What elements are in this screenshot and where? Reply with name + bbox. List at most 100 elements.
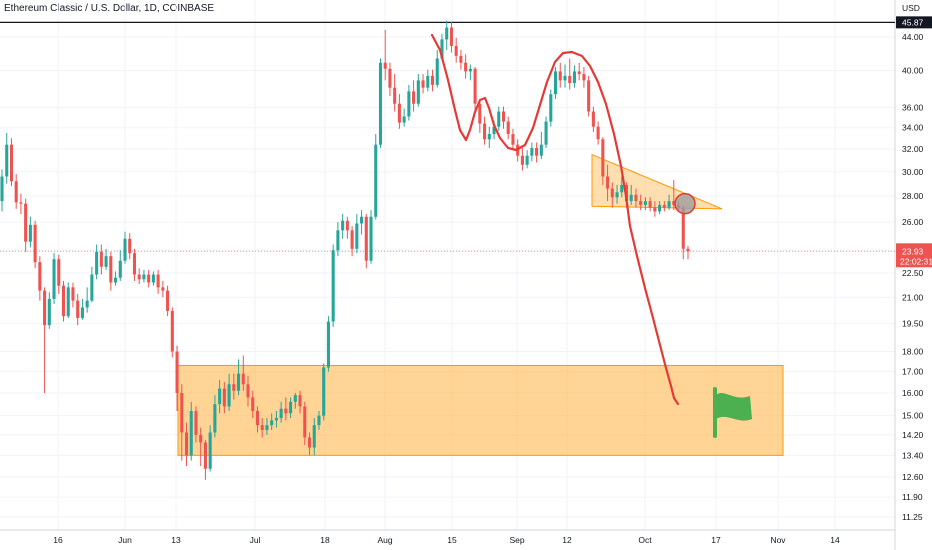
candle-body [582, 74, 586, 81]
candle-body [473, 68, 477, 104]
candle-body [170, 310, 174, 352]
breakdown-circle-marker [674, 192, 696, 215]
candle-body [85, 300, 89, 308]
candle-body [326, 321, 330, 368]
candle-body [596, 126, 600, 140]
candle-body [260, 425, 264, 431]
candle-body [667, 201, 671, 208]
candle-body [184, 432, 189, 456]
candle-body [468, 68, 472, 72]
y-tick-label: 16.00 [902, 388, 924, 398]
y-tick-label: 40.00 [902, 66, 924, 76]
candle-body [639, 201, 643, 205]
candle-body [109, 256, 113, 283]
candle-body [393, 87, 397, 104]
candle-body [33, 224, 37, 263]
candle-body [430, 75, 435, 85]
x-tick-label: 17 [711, 535, 721, 545]
candle-body [620, 184, 624, 193]
candle-body [407, 91, 411, 117]
candle-body [317, 415, 321, 426]
y-tick-label: 21.00 [902, 292, 924, 302]
candle-body [478, 103, 482, 124]
y-tick-label: 30.00 [902, 167, 924, 177]
candle-body [672, 201, 676, 205]
candle-body [615, 192, 619, 198]
y-tick-label: 44.00 [902, 32, 924, 42]
candle-body [270, 420, 274, 426]
candle-body [397, 103, 401, 123]
candle-body [43, 290, 47, 326]
candle-body [24, 203, 28, 242]
candle-body [530, 147, 534, 156]
candle-body [161, 287, 165, 291]
candle-body [128, 238, 132, 254]
candle-body [383, 62, 387, 69]
candle-body [322, 367, 326, 416]
candle-body [147, 274, 151, 283]
candle-body [369, 216, 373, 261]
candle-body [251, 397, 255, 411]
candle-body [553, 71, 558, 95]
y-tick-label: 28.00 [902, 191, 924, 201]
candle-body [118, 260, 122, 278]
candle-body [19, 202, 23, 204]
candle-body [38, 262, 42, 291]
candle-body [341, 220, 345, 231]
candle-body [137, 274, 141, 280]
candle-body [487, 133, 491, 140]
candle-body [14, 181, 18, 203]
candle-body [435, 58, 439, 85]
candle-body [208, 432, 212, 469]
candle-body [114, 277, 118, 283]
candle-body [572, 71, 576, 84]
candle-body [246, 384, 250, 398]
candle-body [350, 230, 354, 249]
candle-body [520, 155, 524, 165]
candle-body [71, 287, 75, 301]
y-tick-label: 18.00 [902, 346, 924, 356]
flag-icon [716, 392, 752, 421]
candle-body [426, 75, 430, 88]
candle-body [388, 68, 392, 88]
y-tick-label: 15.00 [902, 411, 924, 421]
y-tick-label: 11.25 [902, 512, 923, 522]
y-tick-label: 34.00 [902, 123, 924, 133]
candle-body [52, 259, 56, 299]
candle-body [293, 395, 297, 402]
candle-body [99, 251, 103, 267]
candle-body [142, 274, 146, 280]
candle-body [279, 408, 283, 419]
candle-body [123, 238, 127, 261]
x-tick-label: Jul [250, 535, 261, 545]
candle-body [284, 408, 288, 414]
y-tick-label: 14.20 [902, 430, 924, 440]
candle-body [76, 300, 80, 318]
candle-body [331, 250, 335, 322]
candle-body [265, 425, 269, 431]
candle-body [151, 274, 155, 283]
candle-body [95, 251, 99, 275]
candle-body [345, 220, 349, 231]
candle-body [180, 392, 184, 433]
level-badge [896, 16, 932, 29]
candle-body [175, 351, 179, 393]
candle-body [539, 144, 543, 156]
candle-body [90, 274, 94, 301]
x-tick-label: 16 [53, 535, 63, 545]
candle-body [549, 94, 553, 122]
candle-body [402, 116, 406, 123]
y-tick-label: 19.50 [902, 318, 924, 328]
candle-body [606, 176, 610, 189]
candle-body [255, 410, 260, 426]
x-tick-label: 15 [447, 535, 457, 545]
candle-body [307, 437, 312, 448]
candle-body [213, 404, 217, 433]
y-tick-label: 13.40 [902, 450, 924, 460]
candle-body [336, 230, 340, 251]
candle-body [459, 55, 463, 63]
candle-body [449, 27, 453, 46]
x-tick-label: Jun [118, 535, 132, 545]
candle-body [544, 121, 548, 145]
